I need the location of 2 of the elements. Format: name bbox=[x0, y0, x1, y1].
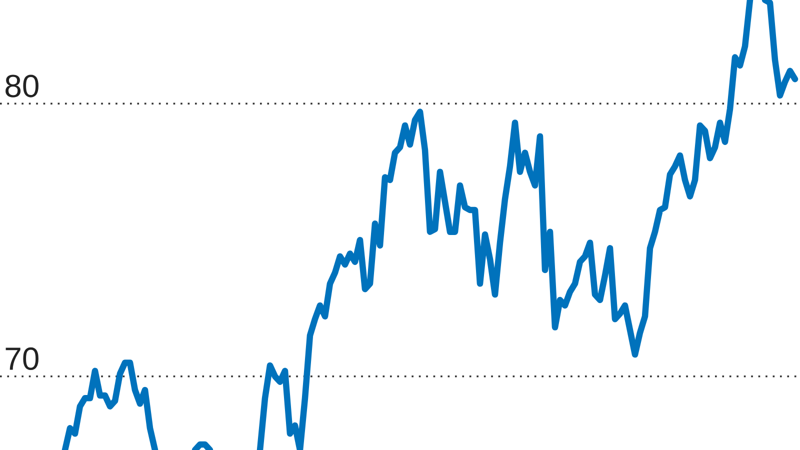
y-tick-label: 80 bbox=[6, 74, 38, 98]
y-tick-label: 70 bbox=[6, 347, 38, 370]
